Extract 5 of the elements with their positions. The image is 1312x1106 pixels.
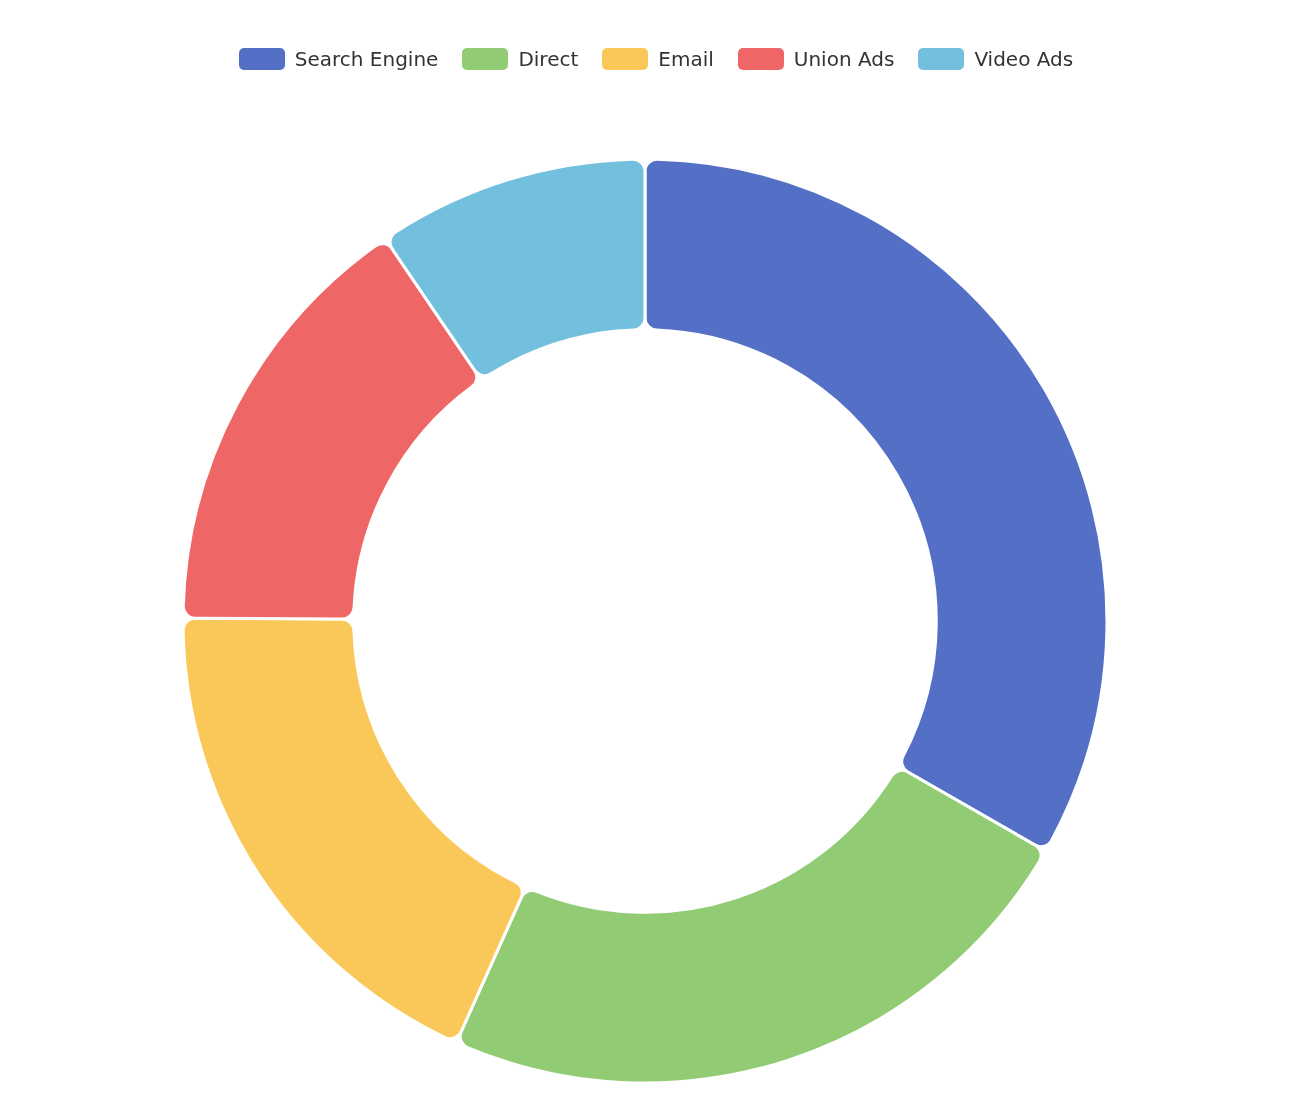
legend-label: Union Ads bbox=[793, 47, 895, 71]
legend-label: Search Engine bbox=[294, 47, 439, 71]
legend-label: Video Ads bbox=[974, 47, 1074, 71]
legend-label: Direct bbox=[518, 47, 579, 71]
legend-label: Email bbox=[658, 47, 714, 71]
